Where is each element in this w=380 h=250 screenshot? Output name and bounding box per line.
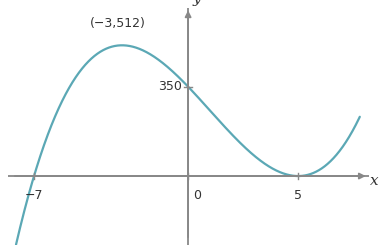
Text: 350: 350 — [158, 80, 182, 93]
Text: −7: −7 — [25, 189, 43, 202]
Text: (−3,512): (−3,512) — [90, 17, 146, 30]
Text: x: x — [370, 174, 378, 188]
Text: y: y — [193, 0, 201, 6]
Text: 5: 5 — [294, 189, 302, 202]
Text: 0: 0 — [193, 189, 202, 202]
